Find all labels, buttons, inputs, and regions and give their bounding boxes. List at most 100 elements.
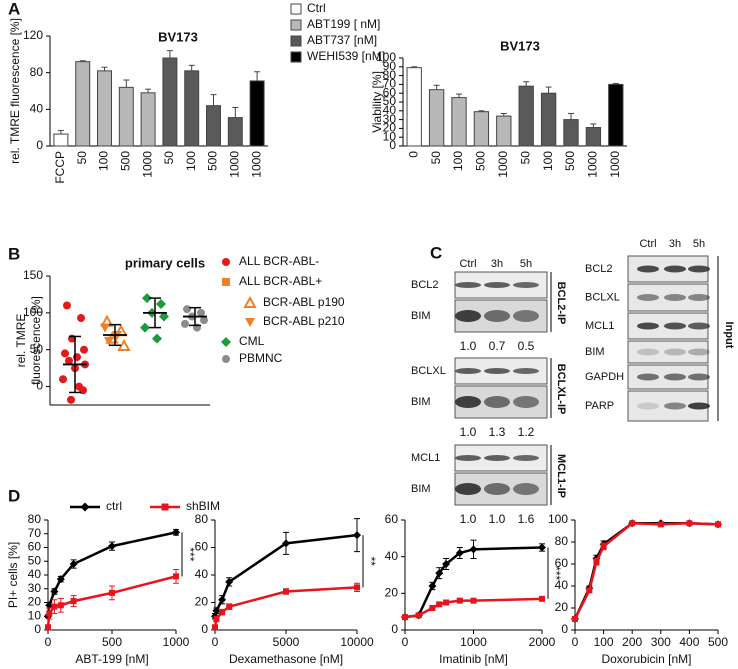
point (218, 595, 227, 604)
x-tick-label: 100 (594, 635, 614, 649)
point (469, 545, 478, 554)
chart-title: primary cells (125, 255, 205, 270)
row-label: MCL1 (411, 452, 440, 464)
point (117, 338, 131, 352)
point (436, 601, 443, 608)
band (455, 396, 481, 408)
lane-label: 3h (669, 238, 681, 250)
bar (162, 57, 178, 147)
y-axis-label: PI+ cells [%] (6, 542, 20, 608)
bar (406, 67, 422, 147)
legend-label: shBIM (186, 499, 220, 513)
bar (97, 70, 112, 147)
x-tick-label: 0 (212, 635, 219, 649)
x-tick-label: 400 (679, 635, 699, 649)
row-label: BCLXL (585, 291, 620, 303)
point (213, 616, 220, 622)
legend-label: PBMNC (239, 351, 283, 365)
y-tick-label: 30 (383, 112, 397, 126)
ratio-label: 1.0 (460, 339, 477, 353)
legend-marker (243, 295, 257, 308)
band (664, 322, 686, 330)
point (183, 305, 191, 314)
bar (53, 133, 69, 147)
x-tick-label: 50 (429, 151, 443, 165)
row-label: BIM (585, 346, 605, 358)
significance-label: ** (364, 557, 378, 567)
band (484, 396, 510, 408)
legend-label: CML (239, 334, 265, 348)
input-label: Input (723, 322, 735, 349)
legend-marker (245, 318, 255, 327)
band (484, 455, 510, 461)
x-tick-label: 500 (708, 635, 728, 649)
x-axis-label: Doxorubicin [nM] (601, 652, 691, 666)
point (104, 336, 114, 346)
ratio-label: 1.3 (489, 425, 506, 439)
panel-letter: B (8, 244, 20, 263)
ratio-label: 1.0 (460, 512, 477, 526)
x-tick-label: 500 (563, 151, 577, 171)
panel-letter: D (8, 486, 20, 505)
y-tick-label: 100 (548, 512, 568, 526)
band (637, 294, 659, 301)
band (688, 373, 710, 381)
bar (227, 117, 243, 147)
x-tick-label: 500 (206, 151, 220, 171)
band (688, 402, 710, 410)
band (664, 373, 686, 381)
band (637, 322, 659, 330)
point (77, 314, 85, 323)
point (100, 323, 110, 333)
point (429, 605, 436, 611)
y-tick-label: 0 (36, 379, 43, 393)
point (70, 598, 77, 605)
point (539, 595, 545, 602)
x-tick-label: 500 (474, 151, 488, 171)
ratio-label: 1.0 (460, 425, 477, 439)
y-tick-label: 90 (383, 59, 397, 73)
point (63, 301, 71, 310)
band (664, 265, 686, 273)
y-tick-label: 40 (28, 567, 42, 581)
legend-marker (221, 337, 231, 347)
ratio-label: 1.0 (489, 512, 506, 526)
y-axis-label: Viability [%] (370, 71, 384, 133)
legend-label: WEHI539 [nM] (307, 49, 385, 63)
legend-label: BCR-ABL p210 (263, 314, 345, 328)
point (600, 543, 607, 550)
point (353, 531, 361, 540)
band (637, 265, 659, 273)
x-axis-label: ABT-199 [nM] (75, 652, 148, 666)
point (159, 311, 169, 322)
row-label: BIM (411, 483, 431, 495)
point (442, 560, 451, 568)
point (173, 573, 179, 580)
y-tick-label: 60 (28, 540, 42, 554)
y-tick-label: 60 (385, 512, 399, 526)
bar (473, 111, 490, 147)
band (484, 310, 510, 322)
point (181, 319, 189, 328)
bar (518, 85, 534, 147)
point (219, 609, 226, 616)
x-tick-label: 500 (118, 151, 132, 171)
point (657, 521, 664, 528)
bar (540, 92, 557, 147)
y-tick-label: 20 (383, 121, 397, 135)
x-tick-label: 1000 (460, 635, 487, 649)
legend-marker (222, 258, 230, 266)
point (456, 597, 463, 604)
ip-label: BCLXL-IP (555, 364, 567, 415)
bar (249, 80, 265, 147)
point (402, 614, 408, 621)
x-axis-label: Imatinib [nM] (439, 652, 508, 666)
series-line (573, 522, 719, 620)
x-tick-label: 0 (572, 635, 579, 649)
bar (75, 61, 91, 147)
legend-swatch (290, 3, 302, 15)
point (455, 549, 464, 557)
row-label: GAPDH (585, 371, 624, 383)
bar (118, 86, 134, 147)
x-tick-label: 0 (402, 635, 409, 649)
